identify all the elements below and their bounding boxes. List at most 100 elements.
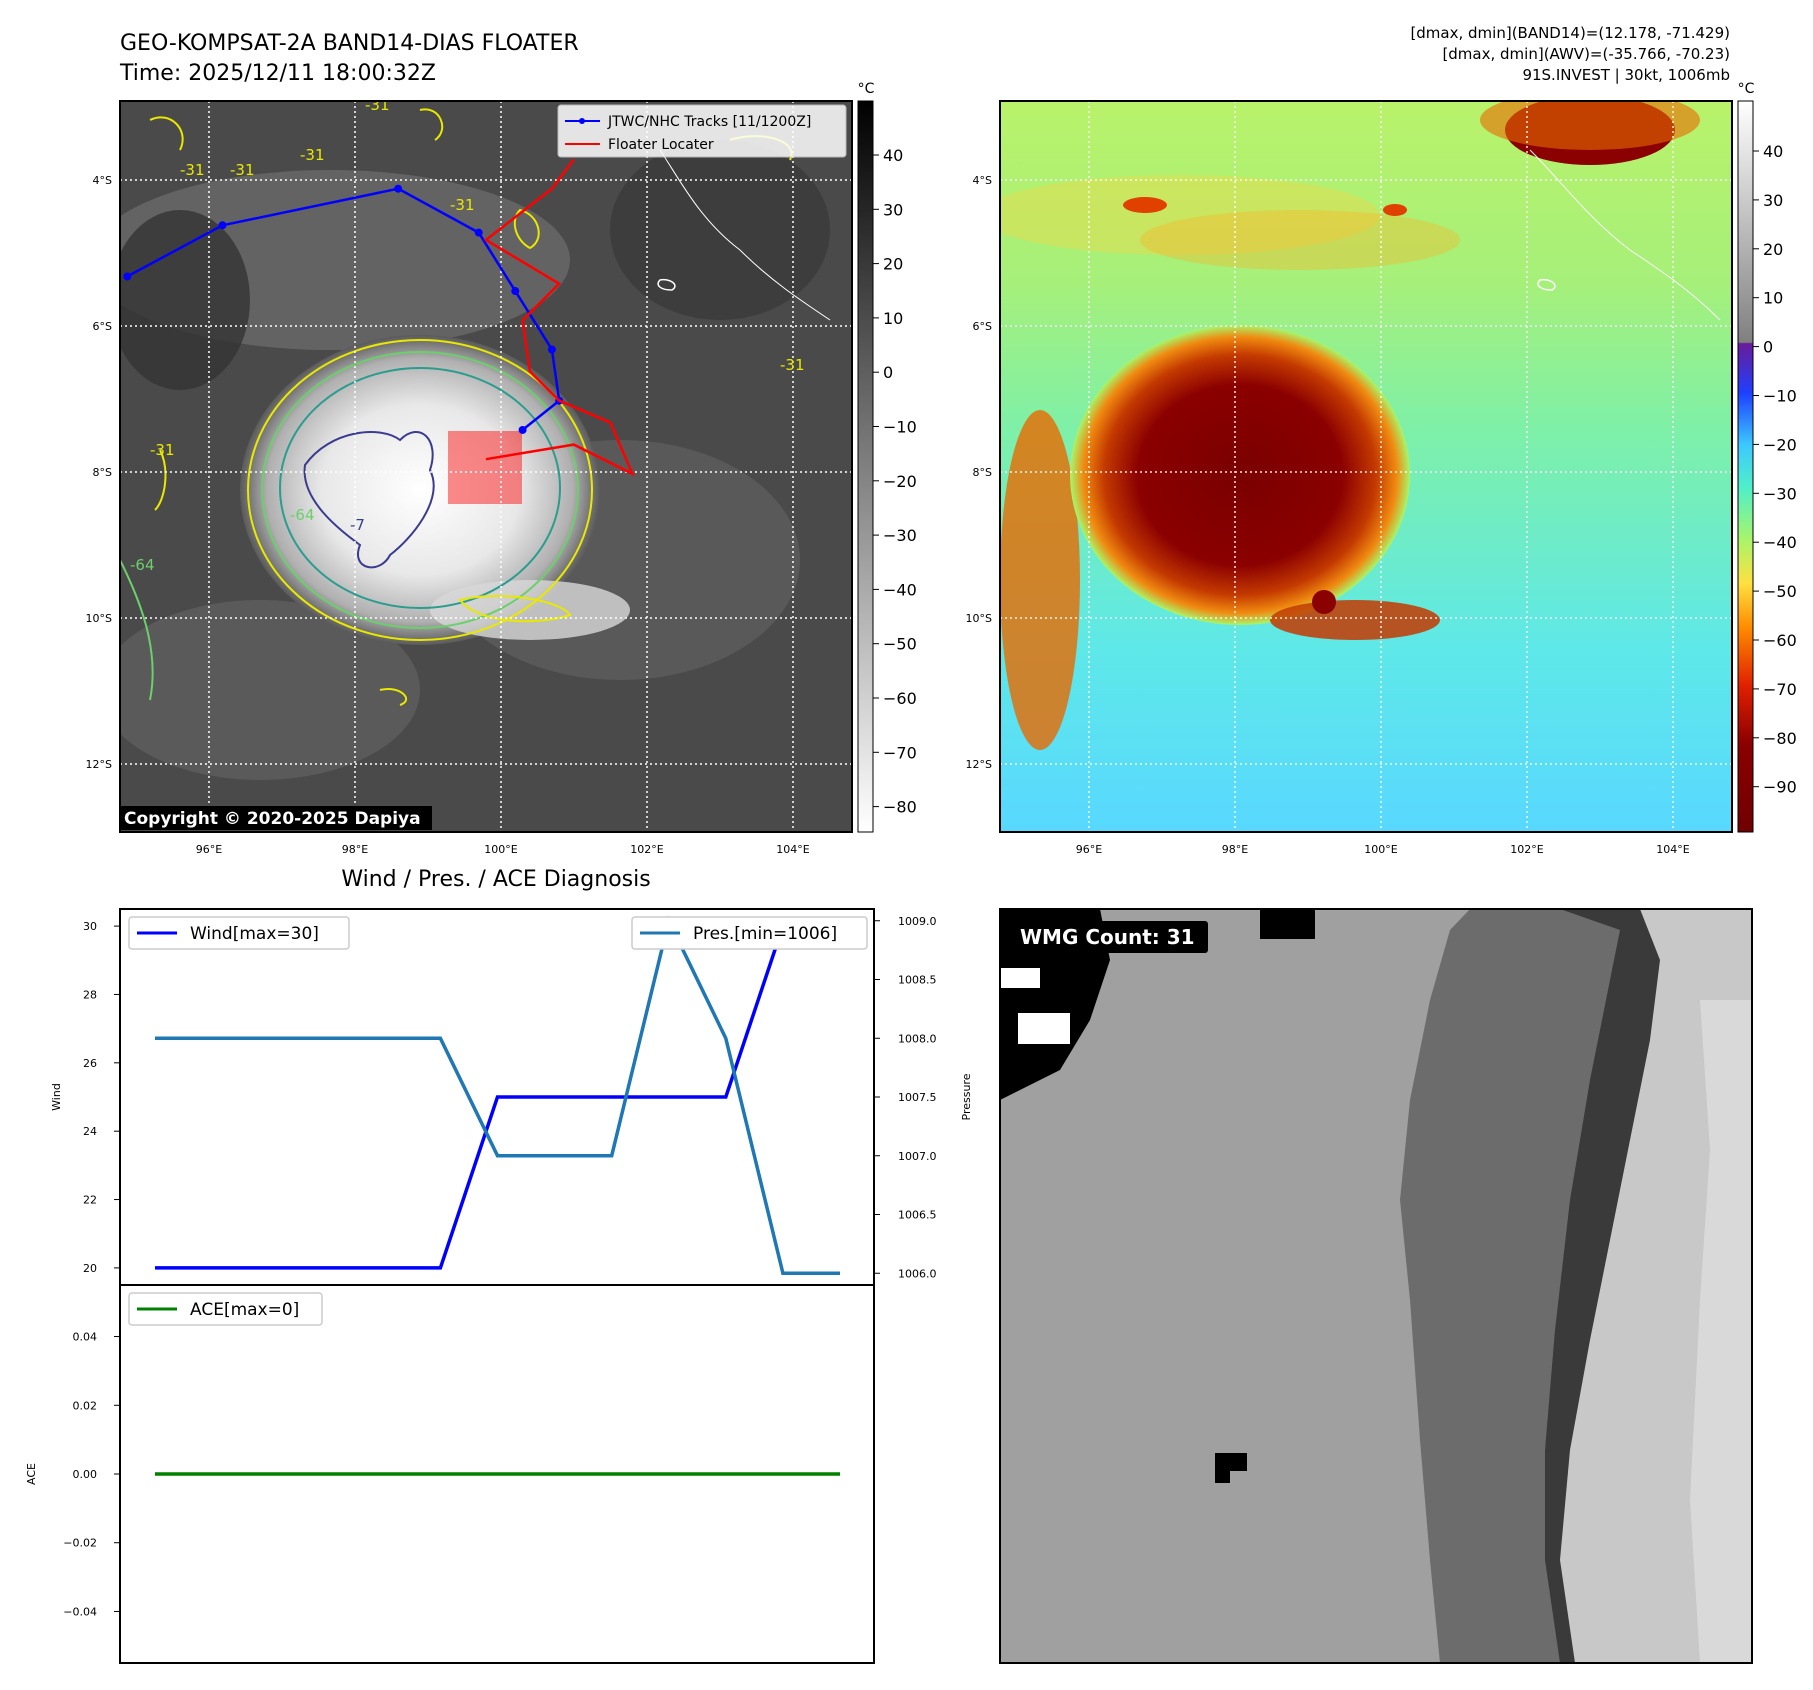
track-point: [394, 184, 403, 193]
wind-axis-label: Wind: [50, 1083, 63, 1111]
ir-grayscale-map: -31 -31 -31 -31 -31 -31 -31 -64 -64 -7: [120, 96, 852, 832]
pressure-axis-label: Pressure: [960, 1073, 973, 1120]
colorbar-tick-label: −70: [1763, 680, 1797, 699]
contour-label: -64: [130, 556, 155, 574]
colorbar-tick-label: −60: [1763, 631, 1797, 650]
colorbar-tick-label: 20: [1763, 240, 1783, 259]
wind-series-line: [155, 924, 840, 1270]
colorbar-tick-label: −80: [1763, 729, 1797, 748]
track-point: [511, 287, 520, 296]
pres-tick-label: 1009.0: [898, 915, 937, 928]
wind-tick-label: 26: [83, 1057, 97, 1070]
lon-label: 98°E: [342, 843, 368, 856]
track-point: [474, 228, 483, 237]
track-point: [518, 425, 527, 434]
colorbar-unit: °C: [858, 81, 875, 97]
diag-title: Wind / Pres. / ACE Diagnosis: [341, 867, 650, 892]
lon-label: 96°E: [196, 843, 222, 856]
colorbar-tick-label: 10: [883, 309, 903, 328]
storm-info: 91S.INVEST | 30kt, 1006mb: [1522, 66, 1730, 84]
floater-locater-line: [483, 158, 635, 477]
lat-label: 4°S: [973, 174, 992, 187]
lon-label: 102°E: [630, 843, 663, 856]
wind-tick-label: 24: [83, 1125, 97, 1138]
legend-track-label: JTWC/NHC Tracks [11/1200Z]: [607, 114, 811, 130]
lat-label: 4°S: [93, 174, 112, 187]
wind-legend-label: Wind[max=30]: [190, 924, 319, 944]
title-line2: Time: 2025/12/11 18:00:32Z: [119, 61, 436, 86]
wmg-count: WMG Count: 31: [1020, 925, 1195, 949]
map1-frame: [119, 100, 853, 833]
ir-color-map: [1000, 101, 1732, 832]
contour-label: -7: [350, 516, 365, 534]
contour-label: -31: [365, 96, 390, 114]
pres-tick-label: 1008.0: [898, 1032, 937, 1045]
track-point: [547, 345, 556, 354]
ace-axis-label: ACE: [25, 1463, 38, 1485]
legend-track-marker: [579, 118, 585, 124]
colorbar-tick-label: −30: [1763, 484, 1797, 503]
stats-awv: [dmax, dmin](AWV)=(-35.766, -70.23): [1442, 45, 1730, 63]
wind-tick-label: 22: [83, 1194, 97, 1207]
lat-label: 10°S: [966, 612, 992, 625]
lat-label: 12°S: [966, 758, 992, 771]
pres-tick-label: 1008.5: [898, 974, 937, 987]
colorbar-tick-label: −70: [883, 743, 917, 762]
lon-label: 98°E: [1222, 843, 1248, 856]
copyright-bg: [120, 806, 432, 830]
gray-colorbar: [857, 100, 874, 833]
lon-label: 96°E: [1076, 843, 1102, 856]
lon-label: 104°E: [776, 843, 809, 856]
contour-label: -31: [300, 146, 325, 164]
colorbar-tick-label: 0: [883, 363, 893, 382]
wind-tick-label: 30: [83, 920, 97, 933]
colorbar-tick-label: −20: [1763, 435, 1797, 454]
lon-label: 104°E: [1656, 843, 1689, 856]
ace-tick-label: −0.04: [63, 1605, 97, 1618]
contour-label: -31: [180, 161, 205, 179]
wind-tick-label: 20: [83, 1262, 97, 1275]
copyright: Copyright © 2020-2025 Dapiya: [124, 809, 421, 829]
pres-tick-label: 1007.5: [898, 1091, 937, 1104]
wmg-frame: [999, 908, 1753, 1664]
lat-label: 6°S: [973, 320, 992, 333]
pres-legend-label: Pres.[min=1006]: [693, 924, 837, 944]
wmg-label-bg: [1012, 921, 1208, 953]
stats-band14: [dmax, dmin](BAND14)=(12.178, -71.429): [1410, 24, 1730, 42]
lat-label: 12°S: [86, 758, 112, 771]
contour-label: -31: [230, 161, 255, 179]
colorbar-tick-label: 10: [1763, 289, 1783, 308]
colorbar-tick-label: −90: [1763, 778, 1797, 797]
ace-tick-label: 0.04: [73, 1331, 98, 1344]
colorbar-tick-label: −40: [883, 580, 917, 599]
lat-label: 8°S: [93, 466, 112, 479]
pressure-series-line: [155, 915, 840, 1275]
ace-legend-label: ACE[max=0]: [190, 1300, 299, 1320]
colorbar-tick-label: 40: [1763, 142, 1783, 161]
colorbar-tick-label: −50: [883, 635, 917, 654]
lat-label: 6°S: [93, 320, 112, 333]
jtwc-track-line: [126, 187, 561, 431]
ace-legend: ACE[max=0]: [128, 1292, 323, 1326]
wind-tick-label: 28: [83, 988, 97, 1001]
map2-frame: [999, 100, 1733, 833]
lat-label: 10°S: [86, 612, 112, 625]
map-legend: JTWC/NHC Tracks [11/1200Z] Floater Locat…: [557, 104, 847, 158]
pres-tick-label: 1006.5: [898, 1209, 937, 1222]
track-point: [218, 221, 227, 230]
contour-label: -64: [290, 506, 315, 524]
colorbar-tick-label: −80: [883, 798, 917, 817]
title-line1: GEO-KOMPSAT-2A BAND14-DIAS FLOATER: [120, 31, 579, 56]
colorbar-tick-label: −40: [1763, 533, 1797, 552]
contour-label: -31: [150, 441, 175, 459]
contour-label: -31: [780, 356, 805, 374]
colorbar-tick-label: 30: [883, 200, 903, 219]
colorbar-tick-label: 40: [883, 146, 903, 165]
lat-label: 8°S: [973, 466, 992, 479]
colorbar-tick-label: 20: [883, 255, 903, 274]
colorbar-tick-label: −10: [883, 418, 917, 437]
colorbar-tick-label: 30: [1763, 191, 1783, 210]
ace-tick-label: 0.00: [73, 1468, 98, 1481]
color-colorbar: [1737, 100, 1754, 833]
